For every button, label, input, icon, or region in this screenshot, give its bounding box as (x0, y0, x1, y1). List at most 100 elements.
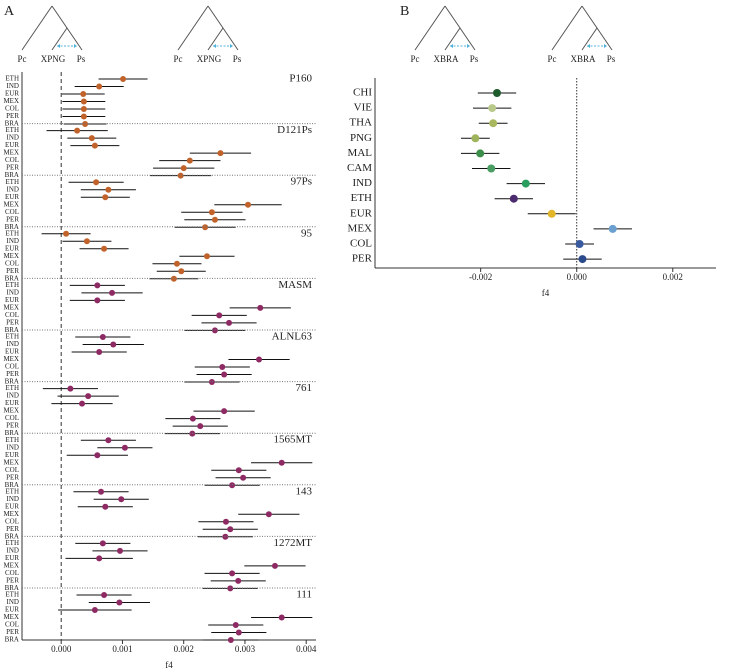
category-label: EUR (5, 502, 19, 510)
point (116, 599, 123, 606)
point (211, 216, 218, 223)
category-label: MEX (3, 355, 19, 363)
category-label: EUR (5, 90, 19, 98)
category-label: IND (7, 82, 19, 90)
point (180, 165, 187, 172)
category-label: PER (6, 215, 19, 223)
point (487, 164, 496, 173)
point (547, 209, 556, 218)
point (235, 467, 242, 474)
point (120, 76, 127, 82)
point (245, 201, 252, 208)
point (227, 526, 234, 533)
point (102, 194, 109, 201)
category-label: BRA (5, 223, 19, 231)
category-label: PER (6, 525, 19, 533)
category-label: PER (6, 370, 19, 378)
x-tick-label: 0.004 (296, 644, 317, 654)
point (94, 282, 101, 289)
point (74, 127, 81, 134)
tree-label: Pc (174, 54, 183, 64)
point (101, 592, 108, 598)
point (110, 341, 117, 348)
category-label: ETH (5, 436, 19, 444)
tree-label: Ps (77, 54, 86, 64)
point (521, 179, 530, 188)
tree-label: Ps (607, 54, 616, 64)
group-label: 97Ps (291, 176, 312, 188)
tree-branch (21, 5, 83, 51)
category-label: IND (352, 177, 372, 189)
category-label: MEX (3, 458, 19, 466)
tree-label: XBRA (570, 54, 596, 64)
category-label: ETH (5, 591, 19, 599)
tree-branch (551, 5, 613, 51)
category-label: COL (5, 517, 19, 525)
x-tick-label: 0.000 (567, 272, 588, 282)
category-label: BRA (5, 120, 19, 128)
tree-label: Ps (233, 54, 242, 64)
point (80, 113, 87, 120)
x-tick-label: 0.000 (51, 644, 72, 654)
category-label: PER (6, 422, 19, 430)
point (79, 400, 86, 407)
point (101, 245, 108, 252)
category-label: BRA (5, 584, 19, 592)
category-label: MEX (3, 613, 19, 621)
point (177, 172, 184, 179)
category-label: CAM (347, 162, 372, 174)
category-label: IND (7, 134, 19, 142)
x-axis-label: f4 (165, 660, 173, 670)
category-label: ETH (5, 75, 19, 83)
category-label: COL (5, 259, 19, 267)
x-axis-label: f4 (542, 288, 550, 298)
tree-label: XPNG (41, 54, 66, 64)
point (105, 437, 112, 444)
category-label: CHI (353, 87, 372, 99)
category-label: BRA (5, 636, 19, 644)
point (99, 540, 106, 547)
point (102, 503, 109, 510)
category-label: PER (6, 112, 19, 120)
point (256, 356, 263, 363)
point (221, 408, 228, 415)
group-label: 111 (296, 589, 312, 601)
point (121, 444, 128, 451)
category-label: ETH (351, 192, 372, 204)
category-label: ETH (5, 333, 19, 341)
point (476, 149, 485, 158)
category-label: EUR (5, 141, 19, 149)
category-label: IND (7, 340, 19, 348)
tree-label: Pc (548, 54, 557, 64)
tree-branch (414, 5, 476, 51)
category-label: COL (5, 569, 19, 577)
point (67, 385, 74, 392)
category-label: PER (6, 164, 19, 172)
point (93, 179, 100, 186)
category-label: ETH (5, 384, 19, 392)
point (170, 275, 177, 282)
tree-arrow-head (587, 44, 607, 48)
category-label: EUR (5, 554, 19, 562)
category-label: ETH (5, 487, 19, 495)
point (509, 194, 518, 203)
point (219, 364, 226, 370)
category-label: IND (7, 237, 19, 245)
point (91, 607, 98, 613)
category-label: BRA (5, 274, 19, 282)
point (88, 135, 95, 142)
x-tick-label: 0.001 (112, 644, 132, 654)
category-label: ETH (5, 281, 19, 289)
category-label: IND (7, 392, 19, 400)
point (96, 555, 103, 562)
point (240, 474, 247, 481)
category-label: BRA (5, 532, 19, 540)
category-label: MEX (3, 97, 19, 105)
point (278, 614, 285, 621)
category-label: COL (5, 621, 19, 629)
category-label: EUR (5, 451, 19, 459)
category-label: MEX (3, 407, 19, 415)
point (229, 570, 236, 577)
tree-arrow-head (450, 44, 470, 48)
